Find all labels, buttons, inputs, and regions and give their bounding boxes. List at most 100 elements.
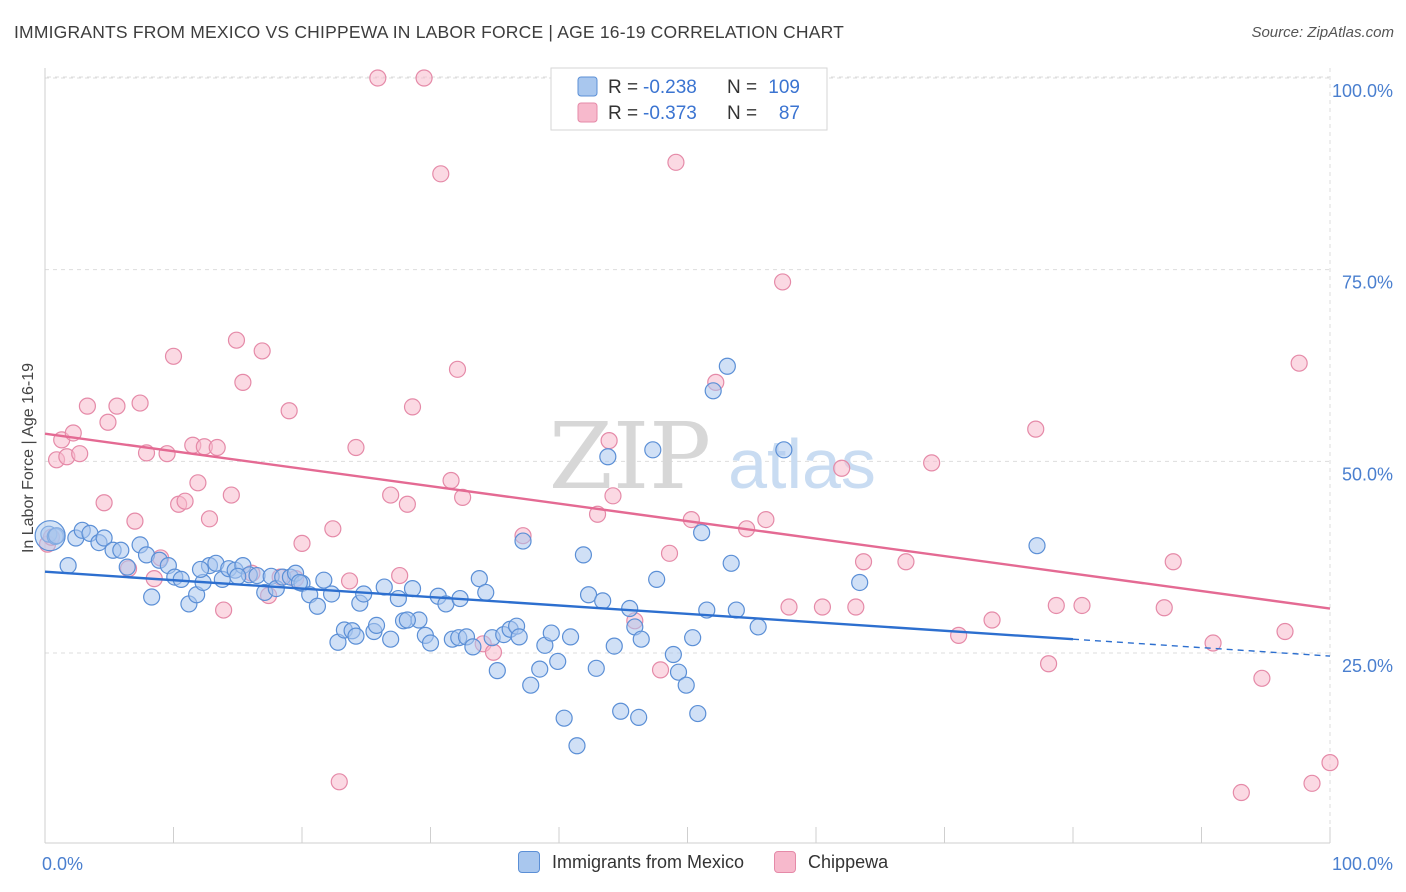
watermark-atlas: atlas xyxy=(728,425,876,503)
mexico-point xyxy=(561,628,580,646)
mexico-point xyxy=(677,676,695,694)
legend-blue-n-value: 109 xyxy=(768,77,800,98)
mexico-point xyxy=(722,554,740,572)
mexico-point xyxy=(143,588,161,606)
chippewa-point xyxy=(330,773,348,791)
mexico-point xyxy=(510,628,528,646)
chippewa-point xyxy=(208,438,226,457)
legend-blue-r-value: -0.238 xyxy=(643,77,697,98)
mexico-point xyxy=(851,573,869,592)
chippewa-point xyxy=(340,572,359,590)
chippewa-point xyxy=(604,487,622,505)
mexico-point xyxy=(347,627,365,645)
chippewa-point xyxy=(1232,783,1250,802)
chippewa-point xyxy=(1073,596,1091,615)
mexico-point xyxy=(693,524,711,542)
mexico-point xyxy=(367,616,386,635)
chippewa-point xyxy=(324,520,342,538)
chippewa-point xyxy=(403,398,422,416)
mexico-point xyxy=(542,624,560,642)
chippewa-point xyxy=(651,661,670,679)
chippewa-point xyxy=(71,445,89,463)
chippewa-point xyxy=(164,347,183,365)
chippewa-point xyxy=(99,413,117,431)
chippewa-point xyxy=(600,432,618,450)
chippewa-point xyxy=(215,601,233,619)
chippewa-point xyxy=(234,373,252,391)
mexico-point xyxy=(555,709,573,727)
mexico-trend-line xyxy=(44,570,1074,641)
mexico-point xyxy=(594,592,612,610)
chippewa-point xyxy=(108,397,126,415)
chippewa-point xyxy=(1027,420,1045,438)
chippewa-point xyxy=(415,69,433,87)
legend-pink-swatch xyxy=(577,102,598,123)
chippewa-point xyxy=(1290,354,1308,372)
chippewa-point xyxy=(126,512,144,530)
chippewa-point xyxy=(1303,774,1321,792)
chippewa-point xyxy=(189,474,207,492)
mexico-points xyxy=(34,357,1046,755)
mexico-point xyxy=(464,638,482,656)
chippewa-point xyxy=(660,544,679,562)
chippewa-point xyxy=(382,486,400,504)
mexico-point xyxy=(118,558,136,576)
mexico-point xyxy=(549,652,567,671)
chippewa-point xyxy=(95,494,113,512)
mexico-point xyxy=(389,589,407,608)
mexico-point xyxy=(621,599,639,618)
chippewa-point xyxy=(222,486,240,504)
chippewa-point xyxy=(773,273,792,291)
chippewa-point xyxy=(432,165,450,183)
mexico-trend-extension xyxy=(1072,638,1331,657)
legend-pink-r-label: R = xyxy=(608,103,638,124)
chippewa-point xyxy=(347,438,365,457)
mexico-point xyxy=(315,571,333,589)
axes xyxy=(44,68,1331,844)
legend-blue-n-label: N = xyxy=(727,77,757,98)
legend-blue-r-label: R = xyxy=(608,77,638,98)
legend-blue-swatch xyxy=(577,76,598,97)
chippewa-point xyxy=(1047,596,1065,615)
mexico-point xyxy=(718,357,736,375)
mexico-point xyxy=(684,629,702,647)
mexico-point xyxy=(587,659,605,677)
chippewa-point xyxy=(780,598,798,616)
y-tick-label: 25.0% xyxy=(1342,656,1393,676)
chippewa-point xyxy=(1204,634,1222,652)
chippewa-point xyxy=(1276,622,1294,641)
mexico-point xyxy=(398,611,416,629)
chippewa-point xyxy=(897,553,915,571)
mexico-point xyxy=(382,630,400,648)
chippewa-point xyxy=(200,510,219,528)
chippewa-point xyxy=(448,360,467,378)
mexico-point xyxy=(421,634,440,652)
chippewa-point xyxy=(78,397,97,415)
mexico-point xyxy=(669,663,688,681)
mexico-point xyxy=(605,637,623,655)
chippewa-point xyxy=(131,394,149,412)
mexico-point xyxy=(704,382,722,400)
mexico-point xyxy=(689,704,707,723)
x-tick-label-min: 0.0% xyxy=(42,854,83,874)
chippewa-point xyxy=(158,445,176,463)
chippewa-point xyxy=(833,459,851,477)
chippewa-point xyxy=(983,611,1001,629)
legend-item-mexico: Immigrants from Mexico xyxy=(518,851,744,873)
y-tick-label: 50.0% xyxy=(1342,464,1393,484)
mexico-point xyxy=(612,702,630,720)
chippewa-point xyxy=(484,643,503,661)
mexico-point xyxy=(1028,537,1046,555)
legend-mexico-swatch xyxy=(518,851,540,873)
mexico-point xyxy=(112,541,130,559)
chippewa-point xyxy=(847,598,865,616)
mexico-point xyxy=(579,586,598,604)
mexico-point xyxy=(574,546,593,564)
mexico-point xyxy=(229,567,247,585)
mexico-point xyxy=(775,441,793,459)
mexico-point xyxy=(59,556,77,575)
trend-lines xyxy=(44,432,1331,657)
mexico-point xyxy=(522,676,540,694)
chippewa-point xyxy=(1321,754,1339,772)
